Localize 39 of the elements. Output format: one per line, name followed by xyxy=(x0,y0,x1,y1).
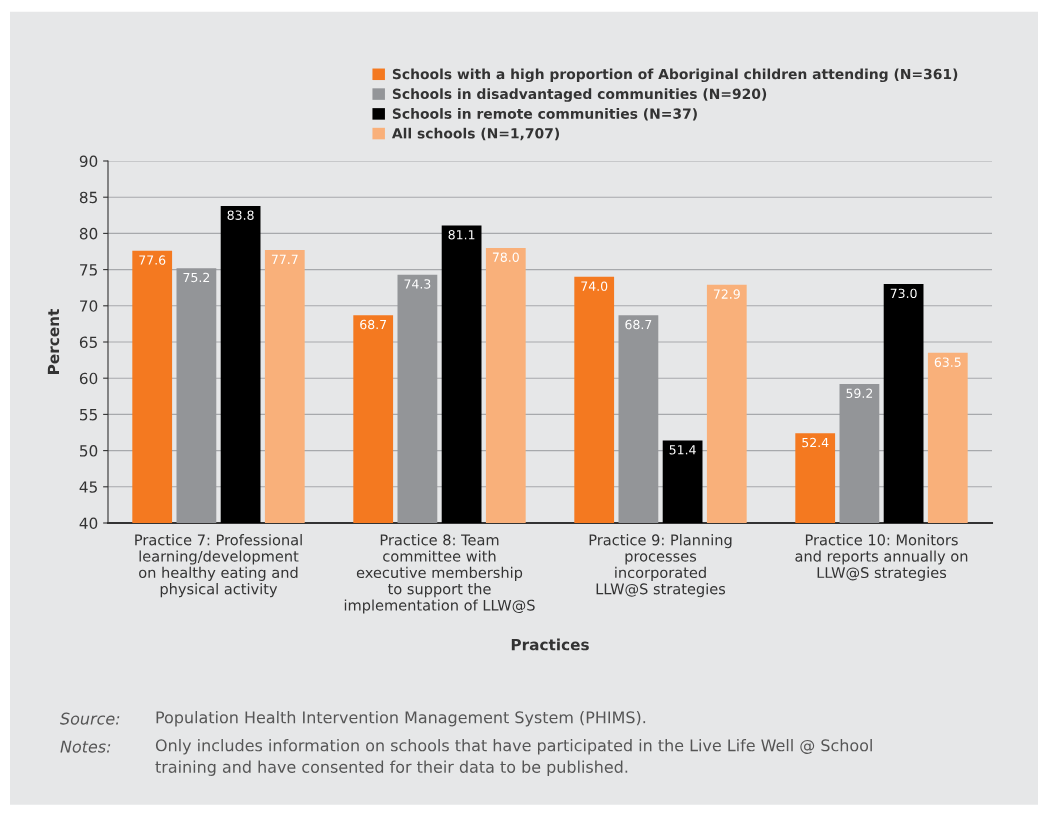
data-label: 59.2 xyxy=(846,388,873,399)
y-tick-label: 55 xyxy=(80,409,97,421)
data-label: 68.7 xyxy=(360,319,387,330)
text: Notes: Only includes information on schools that have participated in the Live Life Well @ School training and have consented for their data to be published. xyxy=(60,739,872,776)
data-label: 74.0 xyxy=(581,281,608,291)
x-tick-label: Practice 8: Team committee with executive membership to support the implementation of LLW@S xyxy=(344,534,535,614)
y-axis-title: Percent xyxy=(47,309,60,374)
x-tick-label: Practice 7: Professional learning/development on healthy eating and physical activity xyxy=(135,534,302,598)
y-tick-label: 80 xyxy=(79,227,98,240)
data-label: 51.4 xyxy=(669,445,696,455)
y-tick-label: 65 xyxy=(79,336,97,349)
legend-label: All schools (N=1,707) xyxy=(391,127,560,141)
data-label: 74.3 xyxy=(404,279,431,289)
x-tick-label: Practice 9: Planning processes incorporated LLW@S strategies xyxy=(589,534,732,598)
data-label: 68.7 xyxy=(625,319,652,330)
legend-label: Schools in disadvantaged communities (N=920) xyxy=(392,88,767,102)
y-tick-label: 85 xyxy=(79,191,97,204)
data-label: 78.0 xyxy=(492,252,519,262)
data-label: 83.8 xyxy=(227,210,254,220)
x-axis-title: Practices xyxy=(511,638,589,651)
y-tick-label: 40 xyxy=(79,517,98,530)
y-tick-label: 90 xyxy=(79,155,98,168)
data-label: 81.1 xyxy=(448,230,475,240)
data-label: 77.7 xyxy=(271,254,298,264)
y-tick-label: 50 xyxy=(80,445,98,457)
data-label: 77.6 xyxy=(139,255,166,265)
data-label: 52.4 xyxy=(802,437,829,448)
data-label: 63.5 xyxy=(934,357,961,367)
data-label: 75.2 xyxy=(183,272,210,283)
legend-label: Schools with a high proportion of Aboriginal children attending (N=361) xyxy=(392,68,958,83)
x-tick-label: Practice 10: Monitors and reports annually on LLW@S strategies xyxy=(795,534,968,581)
legend-label: Schools in remote communities (N=37) xyxy=(392,108,697,121)
data-label: 73.0 xyxy=(890,288,917,299)
y-tick-label: 60 xyxy=(79,372,98,385)
y-tick-label: 70 xyxy=(80,300,98,312)
y-tick-label: 75 xyxy=(80,264,97,276)
y-tick-label: 45 xyxy=(79,481,97,493)
text: Source: Population Health Intervention Management System (PHIMS). xyxy=(60,711,646,727)
data-label: 72.9 xyxy=(713,289,740,299)
